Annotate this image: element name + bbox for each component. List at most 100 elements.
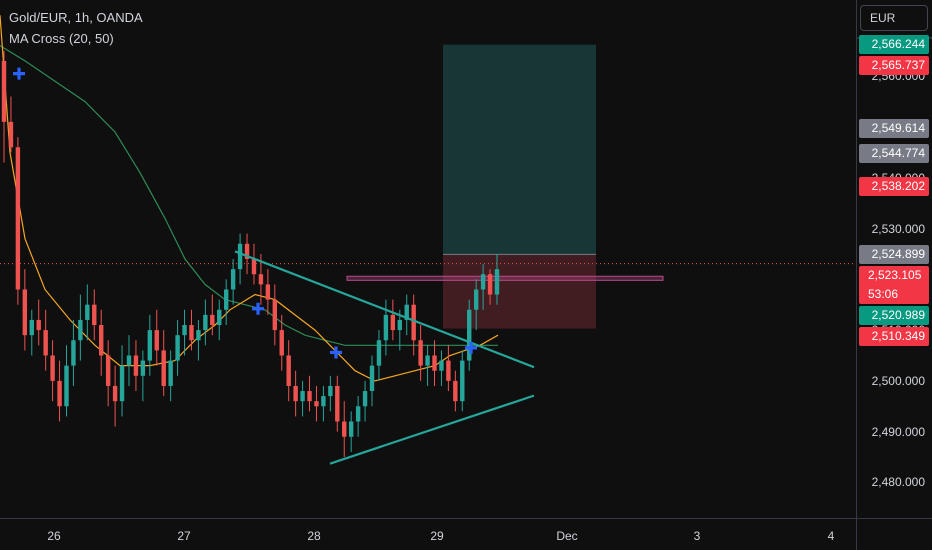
candle	[314, 385, 319, 422]
candle-body	[182, 325, 187, 336]
candle	[411, 294, 416, 356]
indicator-label[interactable]: MA Cross (20, 50)	[9, 31, 114, 46]
axis-corner	[856, 518, 932, 550]
candle-body	[369, 365, 375, 392]
candle	[418, 325, 423, 381]
candle-body	[425, 355, 430, 366]
candle-body	[335, 385, 340, 422]
candle-body	[8, 121, 14, 148]
candle	[293, 370, 298, 417]
price-label: 2,520.989	[859, 305, 929, 325]
candle	[140, 350, 146, 402]
candle-body	[446, 360, 451, 381]
candle-body	[189, 325, 194, 341]
candle-body	[411, 304, 416, 341]
candle	[182, 309, 187, 356]
candle-body	[112, 385, 118, 402]
price-chart[interactable]	[0, 0, 856, 518]
candle-body	[230, 269, 236, 290]
candle-body	[64, 365, 69, 407]
candle-body	[161, 350, 166, 386]
candle	[453, 370, 458, 412]
candle	[487, 269, 493, 305]
candle	[397, 309, 402, 351]
candle	[279, 314, 284, 371]
candle	[446, 345, 451, 392]
resistance-zone	[346, 275, 664, 281]
candle	[133, 340, 139, 392]
candle-body	[78, 319, 83, 341]
ma-slow-line	[0, 45, 498, 346]
candle	[467, 299, 472, 371]
chart-area[interactable]: Gold/EUR, 1h, OANDA MA Cross (20, 50)	[0, 0, 856, 518]
candle	[210, 294, 215, 336]
price-label-value: 2,538.202	[871, 179, 925, 194]
candle	[425, 345, 430, 386]
candle-body	[376, 340, 382, 366]
candle	[369, 355, 375, 407]
triangle-lower-line	[329, 394, 535, 465]
candle	[22, 269, 28, 351]
candle-body	[203, 314, 208, 331]
candle	[1, 50, 7, 163]
candle-body	[383, 314, 389, 341]
price-label: 2,566.244	[859, 34, 929, 54]
candle-body	[279, 330, 284, 356]
candle-countdown: 53:06	[868, 286, 899, 301]
candle-body	[85, 304, 90, 320]
price-label-value: 2,566.244	[871, 36, 925, 51]
candle	[230, 259, 236, 305]
candle-body	[43, 330, 48, 356]
candle-body	[105, 355, 111, 386]
candle	[78, 294, 83, 361]
price-label-value: 2,565.737	[871, 57, 925, 72]
candle-body	[355, 406, 361, 422]
candle-body	[328, 385, 333, 397]
candle-body	[244, 243, 250, 259]
candle-body	[272, 299, 278, 331]
x-tick-label: 27	[177, 529, 191, 543]
candle	[112, 365, 118, 427]
candle	[189, 309, 194, 351]
candle-body	[147, 330, 153, 361]
candle	[15, 137, 21, 305]
candle	[8, 96, 14, 153]
currency-button[interactable]: EUR	[860, 5, 928, 31]
candle-body	[390, 314, 396, 331]
candle-body	[300, 391, 305, 402]
candle	[196, 319, 201, 361]
candle	[362, 380, 368, 422]
candle-body	[210, 314, 215, 326]
candle	[321, 385, 326, 422]
candle-body	[467, 309, 472, 361]
time-axis[interactable]: 26 27 28 29 Dec 3 4	[0, 518, 856, 550]
y-tick-label: 2,530.000	[871, 221, 925, 236]
candle	[460, 350, 465, 412]
candle	[244, 233, 250, 275]
candle-body	[265, 284, 271, 300]
candle	[404, 294, 409, 336]
candle-body	[15, 147, 21, 290]
candle-body	[1, 60, 7, 122]
candle-body	[168, 360, 173, 386]
candle	[342, 401, 347, 458]
candle-body	[36, 319, 41, 331]
candle-body	[217, 309, 222, 326]
candle-body	[480, 274, 486, 290]
candle	[355, 396, 361, 437]
candle-body	[237, 243, 243, 270]
ma-cross-marker	[252, 302, 264, 315]
candle	[390, 299, 396, 341]
candle-body	[404, 304, 409, 320]
candle	[147, 314, 153, 376]
price-axis[interactable]: EUR 2,480.0002,490.0002,500.0002,510.000…	[856, 0, 932, 518]
price-label: 2,538.202	[859, 177, 929, 197]
candle-body	[154, 330, 159, 351]
candle	[328, 375, 333, 412]
candle-body	[460, 360, 465, 402]
candle	[36, 299, 41, 346]
price-label: 2,523.105 53:06	[859, 265, 929, 304]
symbol-title[interactable]: Gold/EUR, 1h, OANDA	[9, 10, 143, 25]
candle-body	[119, 365, 125, 402]
candle	[99, 309, 104, 376]
